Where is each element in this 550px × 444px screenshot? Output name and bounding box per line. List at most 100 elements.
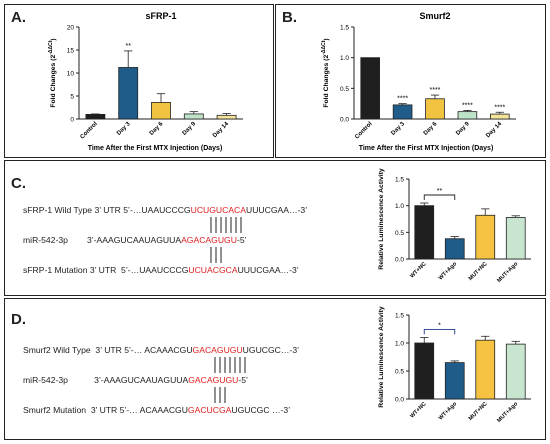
chart-title: sFRP-1: [145, 11, 176, 21]
bar-day-14: [216, 114, 237, 120]
bar-wt-nc: [414, 342, 435, 400]
bar-mut-nc: [475, 339, 496, 400]
bar-wt-nc: [414, 205, 435, 260]
chart-title: Smurf2: [419, 11, 450, 21]
mir-542-3p-sequence-d: miR-542-3p 3’-AAAGUCAAUAGUUAGACAGUGU-5’: [23, 375, 248, 385]
smurf2-wild-type-sequence: Smurf2 Wild Type 3’ UTR 5’-… ACAAACGUGAC…: [23, 345, 299, 355]
seq-suffix: UUUCGAA…-3’: [246, 205, 308, 215]
seq-binding-site: AGACAGUGU: [181, 235, 237, 245]
seq-prefix: miR-542-3p 3’-AAAGUCAAUAGUUA: [23, 375, 189, 385]
y-axis-label: Fold Changes (2-ΔΔCt): [321, 38, 330, 107]
bar-day-3: [118, 67, 139, 120]
x-tick-label: Day 9: [455, 121, 471, 137]
significance-bracket: [423, 328, 456, 335]
significance-label: **: [125, 43, 131, 50]
seq-suffix: -5’: [236, 235, 247, 245]
x-tick-label: Day 9: [182, 121, 198, 137]
significance-label: ****: [494, 104, 505, 111]
bar-mut-ago: [505, 343, 526, 400]
y-tick-label: 0.0: [395, 257, 404, 264]
panel-label-d: D.: [11, 311, 26, 328]
seq-binding-site: UCUACGCA: [188, 265, 238, 275]
y-tick-label: 1.0: [395, 203, 404, 210]
panel-label-c: C.: [11, 175, 26, 192]
significance-label: ****: [397, 96, 408, 103]
seq-binding-site: GACAGUGU: [192, 345, 243, 355]
y-tick-label: 1.5: [395, 313, 404, 320]
seq-prefix: Smurf2 Mutation 3’ UTR 5’-… ACAAACGU: [23, 405, 188, 415]
seq-prefix: sFRP-1 Wild Type 3’ UTR 5’-…UAAUCCCG: [23, 205, 191, 215]
x-tick-label: Day 14: [485, 121, 503, 139]
x-tick-label: MUT+NC: [468, 261, 489, 282]
x-tick-label: WT+Ago: [438, 401, 459, 422]
x-axis-label: Time After the First MTX Injection (Days…: [88, 145, 223, 152]
bar-mut-ago: [505, 217, 526, 260]
x-tick-label: Day 3: [390, 121, 406, 137]
chart-luciferase-smurf2: 0.0 0.5 1.0 1.5 Relative Luminescence Activi…: [378, 306, 531, 424]
bar-day-14: [490, 113, 510, 120]
significance-bracket: [423, 194, 456, 200]
x-tick-label: Day 6: [423, 121, 439, 137]
y-tick-label: 0: [70, 117, 74, 124]
bar-day-6: [425, 98, 445, 120]
x-tick-label: MUT+Ago: [496, 261, 519, 284]
y-tick-label: 0.5: [395, 230, 404, 237]
x-tick-label: Control: [354, 121, 374, 141]
y-tick-label: 1.0: [395, 341, 404, 348]
x-tick-label: WT+Ago: [438, 261, 459, 282]
x-tick-label: Day 6: [149, 121, 165, 137]
y-axis-label: Relative Luminescence Activity: [378, 168, 385, 270]
y-tick-label: 20: [67, 25, 75, 32]
seq-suffix: UUUCGAA…-3’: [237, 265, 299, 275]
bar-wt-ago: [444, 362, 465, 400]
x-tick-label: WT+NC: [409, 261, 427, 279]
chart-luciferase-sfrp1: 0.0 0.5 1.0 1.5 Relative Luminescence Activi…: [378, 168, 531, 284]
x-tick-label: Day 3: [116, 121, 132, 137]
sfrp1-wild-type-sequence: sFRP-1 Wild Type 3’ UTR 5’-…UAAUCCCGUCUG…: [23, 205, 307, 215]
y-tick-label: 15: [67, 48, 75, 55]
pairing-lines-d: [214, 357, 246, 403]
bar-day-3: [392, 104, 413, 120]
y-tick-label: 0.5: [395, 369, 404, 376]
panel-d: D. Smurf2 Wild Type 3’ UTR 5’-… ACAAACGU…: [4, 298, 546, 440]
significance-label: **: [437, 188, 443, 195]
y-tick-label: 10: [67, 71, 75, 78]
seq-prefix: sFRP-1 Mutation 3’ UTR 5’-…UAAUCCCG: [23, 265, 189, 275]
bar-control: [85, 114, 106, 120]
panel-b: B. Smurf2 0.0 0.5 1.0 1.5 Fold Changes (2-ΔΔC…: [275, 4, 546, 158]
x-tick-label: MUT+Ago: [496, 401, 519, 424]
x-tick-label: Control: [79, 121, 99, 141]
y-tick-label: 1.5: [395, 177, 404, 184]
seq-binding-site: GACAGUGU: [188, 375, 239, 385]
x-tick-label: MUT+NC: [468, 401, 489, 422]
mir-542-3p-sequence-c: miR-542-3p 3’-AAAGUCAAUAGUUAAGACAGUGU-5’: [23, 235, 247, 245]
pairing-lines-c: [210, 217, 242, 263]
seq-prefix: miR-542-3p 3’-AAAGUCAAUAGUUA: [23, 235, 182, 245]
seq-suffix: UGUCGC…-3’: [242, 345, 300, 355]
smurf2-mutation-sequence: Smurf2 Mutation 3’ UTR 5’-… ACAAACGUGACU…: [23, 405, 290, 415]
sfrp1-mutation-sequence: sFRP-1 Mutation 3’ UTR 5’-…UAAUCCCGUCUAC…: [23, 265, 299, 275]
panel-label-a: A.: [11, 9, 26, 26]
seq-suffix: UGUCGC …-3’: [231, 405, 291, 415]
y-axis-label: Fold Changes (2-ΔΔCt): [48, 38, 57, 107]
bar-day-6: [151, 102, 171, 120]
significance-label: ****: [430, 87, 441, 94]
bar-mut-nc: [475, 214, 496, 260]
panel-a: A. sFRP-1 0 5 10 15 20 Fold Changes (2-ΔΔCt) Co…: [4, 4, 274, 158]
bar-wt-ago: [444, 238, 465, 260]
y-tick-label: 5: [70, 94, 74, 101]
x-tick-label: Day 14: [212, 121, 230, 139]
y-tick-label: 0.0: [395, 397, 404, 404]
y-tick-label: 1.5: [340, 25, 349, 32]
y-tick-label: 0.5: [340, 86, 349, 93]
x-axis-label: Time After the First MTX Injection (Days…: [359, 145, 494, 152]
seq-binding-site: GACUCGA: [187, 405, 232, 415]
chart-sfrp1-fold-change: sFRP-1 0 5 10 15 20 Fold Changes (2-ΔΔCt) Contr…: [48, 11, 243, 152]
y-tick-label: 1.0: [340, 55, 349, 62]
significance-label: ****: [462, 102, 473, 109]
seq-suffix: -5’: [238, 375, 248, 385]
x-tick-label: WT+NC: [409, 401, 427, 419]
y-tick-label: 0.0: [340, 117, 349, 124]
seq-binding-site: UCUGUCACA: [190, 205, 246, 215]
bar-day-9: [183, 113, 204, 120]
